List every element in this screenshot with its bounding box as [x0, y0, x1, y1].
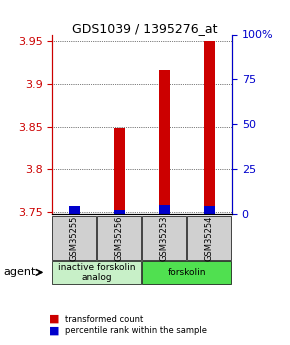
Text: GSM35255: GSM35255 — [70, 215, 79, 261]
Bar — [114, 128, 125, 214]
Bar — [114, 210, 125, 214]
Bar — [204, 41, 215, 214]
Text: agent: agent — [3, 267, 35, 277]
Text: GSM35254: GSM35254 — [204, 215, 214, 261]
Text: ■: ■ — [49, 326, 60, 335]
Text: transformed count: transformed count — [65, 315, 144, 324]
Bar — [159, 70, 170, 214]
Bar — [204, 206, 215, 214]
Text: ■: ■ — [49, 314, 60, 324]
Text: GDS1039 / 1395276_at: GDS1039 / 1395276_at — [72, 22, 218, 36]
Text: GSM35253: GSM35253 — [160, 215, 169, 261]
Bar — [69, 210, 80, 214]
Text: GSM35256: GSM35256 — [115, 215, 124, 261]
Bar — [69, 206, 80, 214]
Text: forskolin: forskolin — [167, 268, 206, 277]
Text: percentile rank within the sample: percentile rank within the sample — [65, 326, 207, 335]
Bar — [159, 205, 170, 214]
Text: inactive forskolin
analog: inactive forskolin analog — [58, 263, 135, 282]
